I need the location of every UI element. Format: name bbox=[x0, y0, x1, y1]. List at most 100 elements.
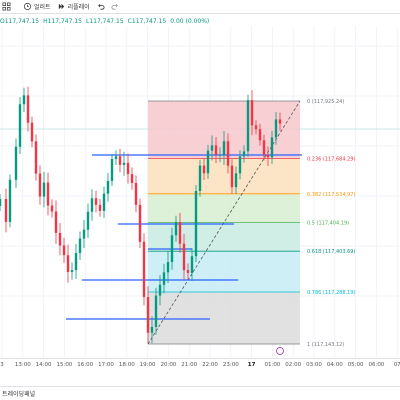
candle-body bbox=[258, 129, 262, 141]
candle-body bbox=[270, 137, 274, 158]
replay-marker-icon bbox=[276, 347, 284, 355]
candle-body bbox=[58, 232, 62, 246]
ohlc-low: L117,747.15 bbox=[85, 17, 124, 25]
price-chart[interactable]: 0 (117,925.24) 0.236 (117,684.29) 0.382 (1… bbox=[0, 26, 400, 358]
fib-level-label: 0.786 (117,288.19) bbox=[307, 290, 355, 296]
candle-body bbox=[22, 95, 26, 105]
alert-button[interactable]: 얼러트 bbox=[23, 1, 51, 13]
candle-body bbox=[186, 270, 190, 273]
candle-body bbox=[38, 173, 42, 197]
time-label: 06:00 bbox=[368, 362, 385, 368]
candle-body bbox=[110, 159, 114, 181]
candle-body bbox=[146, 297, 150, 333]
candle-body bbox=[194, 190, 198, 257]
time-label: 16:00 bbox=[77, 362, 94, 368]
replay-button[interactable]: 리플레이 bbox=[57, 1, 90, 13]
time-label: 18:00 bbox=[118, 362, 135, 368]
candle-body bbox=[242, 151, 246, 157]
candles bbox=[0, 86, 282, 344]
grid-icon bbox=[2, 2, 11, 11]
candle-body bbox=[174, 222, 178, 236]
candle-body bbox=[154, 295, 158, 327]
ohlc-close: C117,747.15 bbox=[127, 17, 167, 25]
fib-level-label: 0.236 (117,684.29) bbox=[307, 156, 355, 162]
candle-body bbox=[118, 156, 122, 165]
fib-level-label: 0.618 (117,403.69) bbox=[307, 249, 355, 255]
chart-area[interactable]: 0 (117,925.24) 0.236 (117,684.29) 0.382 (1… bbox=[0, 26, 400, 358]
redo-icon bbox=[111, 3, 118, 10]
candle-body bbox=[130, 174, 134, 183]
time-label: 04:00 bbox=[326, 362, 343, 368]
candle-body bbox=[8, 179, 12, 222]
candle-body bbox=[262, 140, 266, 156]
candle-body bbox=[98, 204, 102, 211]
fib-zone bbox=[148, 222, 300, 252]
fib-level-label: 0 (117,925.24) bbox=[307, 99, 344, 105]
chart-overlay bbox=[276, 347, 284, 355]
candle-body bbox=[230, 165, 234, 188]
top-toolbar: 얼러트 리플레이 bbox=[0, 0, 400, 14]
layout-grid-button[interactable] bbox=[2, 1, 11, 13]
time-label: 02:00 bbox=[285, 362, 302, 368]
ohlc-change: 0.00 (0.00%) bbox=[170, 17, 210, 25]
candle-body bbox=[42, 182, 46, 197]
candle-body bbox=[54, 211, 58, 233]
time-label: 23:00 bbox=[222, 362, 239, 368]
time-label: 19:00 bbox=[139, 362, 156, 368]
candle-body bbox=[206, 150, 210, 174]
candle-body bbox=[4, 199, 8, 222]
candle-body bbox=[74, 253, 78, 271]
time-axis[interactable]: 3 13:00 14:00 15:00 16:00 17:00 18:00 19:00 20:0… bbox=[0, 358, 400, 372]
candle-body bbox=[162, 272, 166, 285]
undo-icon bbox=[97, 3, 105, 10]
candle-body bbox=[30, 122, 34, 142]
candle-body bbox=[170, 235, 174, 263]
ohlc-high: H117,747.15 bbox=[43, 17, 82, 25]
candle-body bbox=[78, 238, 82, 254]
time-label: 17 bbox=[247, 362, 256, 368]
time-label: 21:00 bbox=[181, 362, 198, 368]
candle-body bbox=[102, 193, 106, 211]
trading-panel-tab[interactable]: 트레이딩패널 bbox=[2, 391, 36, 398]
candle-body bbox=[138, 204, 142, 242]
undo-button[interactable] bbox=[96, 1, 105, 13]
fib-level-label: 0.5 (117,404.19) bbox=[307, 221, 349, 227]
time-label: 20:00 bbox=[160, 362, 177, 368]
bottom-bar: 트레이딩패널 bbox=[0, 386, 400, 400]
candle-body bbox=[246, 100, 250, 152]
candle-body bbox=[202, 165, 206, 174]
candle-body bbox=[166, 262, 170, 273]
time-label: 14:00 bbox=[35, 362, 52, 368]
candle-body bbox=[134, 182, 138, 205]
candle-body bbox=[222, 141, 226, 155]
candle-body bbox=[150, 326, 154, 333]
candle-body bbox=[26, 95, 30, 123]
candle-body bbox=[250, 100, 254, 126]
candle-body bbox=[178, 222, 182, 244]
alert-label: 얼러트 bbox=[34, 4, 51, 11]
candle-body bbox=[122, 162, 126, 165]
candle-body bbox=[190, 256, 194, 273]
fib-zone bbox=[148, 251, 300, 292]
time-label: 3 bbox=[0, 362, 4, 368]
candle-body bbox=[94, 198, 98, 205]
candle-body bbox=[106, 180, 110, 194]
candle-body bbox=[86, 211, 90, 230]
fib-trend-line bbox=[147, 100, 301, 345]
alert-clock-icon bbox=[23, 2, 32, 11]
ohlc-legend: O117,747.15 H117,747.15 L117,747.15 C117… bbox=[0, 16, 209, 26]
fib-level-label: 0.382 (117,534.97) bbox=[307, 192, 355, 198]
candle-body bbox=[18, 104, 22, 147]
candle-body bbox=[142, 241, 146, 298]
candle-body bbox=[218, 154, 222, 156]
candle-body bbox=[34, 141, 38, 174]
candle-body bbox=[90, 198, 94, 212]
redo-button[interactable] bbox=[111, 1, 120, 13]
time-label: 05:00 bbox=[347, 362, 364, 368]
candle-body bbox=[278, 119, 282, 124]
time-label: 17:00 bbox=[98, 362, 114, 368]
candle-body bbox=[62, 245, 66, 256]
time-label: 01:00 bbox=[264, 362, 281, 368]
candle-body bbox=[266, 155, 270, 158]
time-label: 13:00 bbox=[14, 362, 31, 368]
